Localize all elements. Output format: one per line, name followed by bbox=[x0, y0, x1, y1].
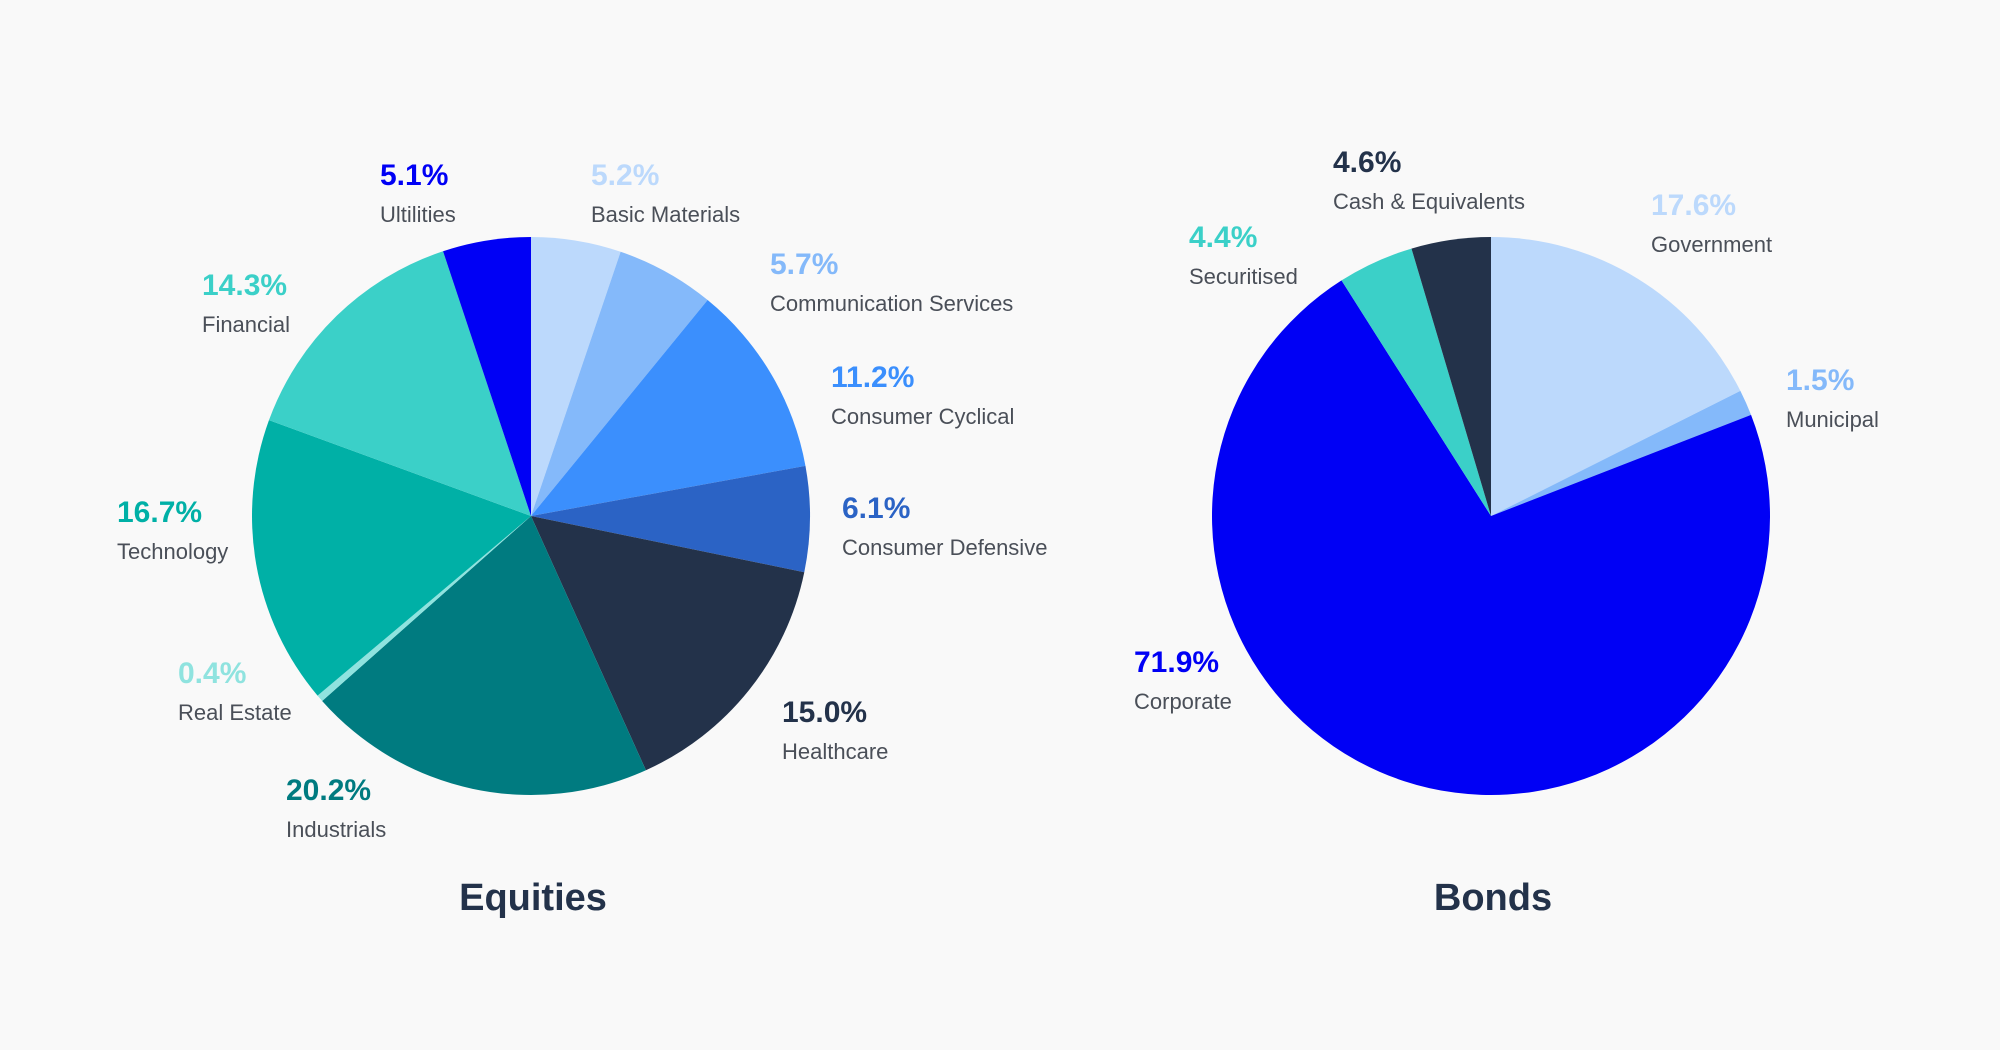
equities-pct-label: 6.1% bbox=[842, 492, 910, 525]
equities-category-label: Technology bbox=[117, 539, 228, 564]
equities-pct-label: 15.0% bbox=[782, 696, 867, 729]
bonds-category-label: Municipal bbox=[1786, 407, 1879, 432]
equities-slice-technology bbox=[251, 420, 531, 696]
equities-category-label: Healthcare bbox=[782, 739, 888, 764]
bonds-pct-label: 71.9% bbox=[1134, 646, 1219, 679]
equities-slice-consumer-cyclical bbox=[531, 300, 806, 516]
bonds-pie-group: Bonds 17.6% Government 1.5% Municipal 71.9% C… bbox=[1134, 146, 1879, 919]
equities-category-label: Financial bbox=[202, 312, 290, 337]
equities-slice-financial bbox=[268, 251, 531, 516]
equities-pct-label: 11.2% bbox=[831, 361, 914, 394]
bonds-slice-securitised bbox=[1341, 248, 1491, 516]
equities-pct-label: 20.2% bbox=[286, 774, 371, 807]
bonds-slice-government bbox=[1491, 237, 1741, 516]
equities-category-label: Consumer Cyclical bbox=[831, 404, 1014, 429]
bonds-title: Bonds bbox=[1434, 877, 1552, 919]
equities-slice-communication-services bbox=[531, 251, 708, 516]
equities-slice-consumer-defensive bbox=[531, 465, 811, 573]
bonds-pct-label: 4.4% bbox=[1189, 221, 1257, 254]
equities-pct-label: 14.3% bbox=[202, 269, 287, 302]
bonds-slice-cash-equivalents bbox=[1411, 237, 1491, 516]
bonds-pct-label: 1.5% bbox=[1786, 364, 1854, 397]
equities-category-label: Consumer Defensive bbox=[842, 535, 1047, 560]
bonds-category-label: Corporate bbox=[1134, 689, 1232, 714]
equities-pct-label: 5.1% bbox=[380, 159, 448, 192]
equities-category-label: Real Estate bbox=[178, 700, 292, 725]
equities-pct-label: 16.7% bbox=[117, 496, 202, 529]
bonds-category-label: Government bbox=[1651, 232, 1772, 257]
equities-category-label: Communication Services bbox=[770, 291, 1013, 316]
equities-slice-real-estate bbox=[317, 516, 531, 701]
equities-category-label: Ultilities bbox=[380, 202, 456, 227]
equities-pie-group: Equities 5.2% Basic Materials 5.7% Communic… bbox=[117, 159, 1047, 919]
equities-title: Equities bbox=[459, 877, 607, 919]
bonds-category-label: Cash & Equivalents bbox=[1333, 189, 1525, 214]
equities-pct-label: 5.2% bbox=[591, 159, 659, 192]
equities-category-label: Industrials bbox=[286, 817, 386, 842]
bonds-pct-label: 4.6% bbox=[1333, 146, 1401, 179]
equities-slice-basic-materials bbox=[531, 237, 621, 516]
equities-slice-ultilities bbox=[443, 237, 531, 516]
equities-slice-healthcare bbox=[531, 516, 805, 771]
equities-category-label: Basic Materials bbox=[591, 202, 740, 227]
bonds-slice-municipal bbox=[1491, 390, 1752, 516]
bonds-slice-corporate bbox=[1212, 280, 1771, 795]
bonds-pct-label: 17.6% bbox=[1651, 189, 1736, 222]
equities-slice-industrials bbox=[322, 516, 646, 795]
bonds-category-label: Securitised bbox=[1189, 264, 1298, 289]
equities-pct-label: 5.7% bbox=[770, 248, 838, 281]
equities-pct-label: 0.4% bbox=[178, 657, 246, 690]
